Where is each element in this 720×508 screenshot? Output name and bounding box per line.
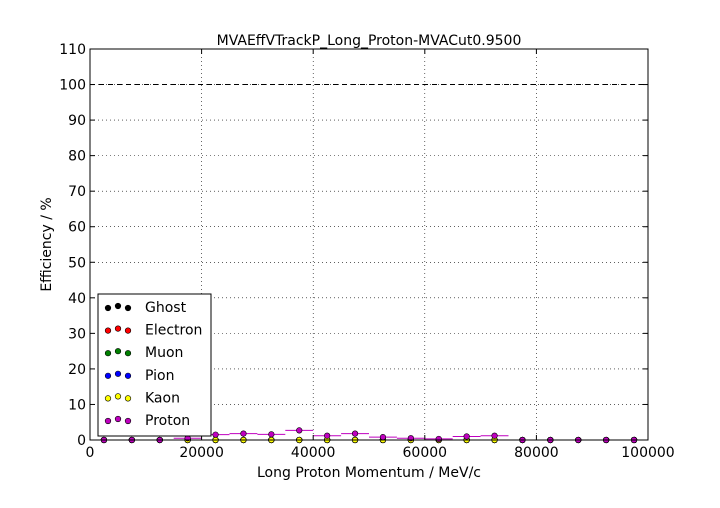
plot-frame: [89, 48, 649, 441]
y-tick-label: 40: [68, 291, 86, 307]
legend-marker: [114, 325, 122, 332]
legend-marker: [114, 370, 122, 377]
legend-item-proton: Proton: [104, 413, 190, 429]
x-tick-label: 80000: [514, 445, 559, 461]
y-tick-label: 30: [68, 326, 86, 342]
legend-marker: [104, 372, 112, 379]
legend: Ghost Electron Muon Pion Kaon Proton: [97, 293, 212, 437]
y-tick-label: 70: [68, 184, 86, 200]
legend-marker: [104, 417, 112, 425]
x-axis-label: Long Proton Momentum / MeV/c: [257, 465, 481, 481]
y-tick-label: 50: [68, 255, 86, 271]
y-tick-label: 100: [59, 78, 86, 94]
legend-label: Ghost: [145, 300, 187, 316]
y-tick-label: 20: [68, 362, 86, 378]
legend-marker: [124, 417, 132, 425]
data-point: [463, 433, 470, 440]
y-tick-label: 10: [68, 397, 86, 413]
legend-box: [97, 293, 212, 437]
legend-label: Kaon: [145, 390, 180, 406]
y-tick-label: 60: [68, 220, 86, 236]
chart-title: MVAEffVTrackP_Long_Proton-MVACut0.9500: [217, 33, 522, 49]
legend-label: Proton: [145, 413, 190, 429]
data-point: [324, 432, 331, 439]
x-tick-label: 60000: [403, 445, 448, 461]
data-point: [435, 435, 442, 443]
legend-marker: [104, 304, 112, 312]
legend-marker: [124, 350, 132, 357]
legend-item-muon: Muon: [104, 345, 183, 361]
legend-item-electron: Electron: [104, 323, 202, 339]
data-point: [379, 434, 387, 441]
legend-marker: [124, 395, 132, 402]
x-tick-label: 0: [86, 445, 95, 461]
legend-marker: [104, 395, 112, 402]
x-tick-label: 100000: [621, 445, 674, 461]
legend-marker: [124, 304, 132, 312]
data-point: [268, 431, 275, 438]
legend-marker: [104, 350, 112, 357]
legend-marker: [124, 372, 132, 379]
legend-item-kaon: Kaon: [104, 390, 180, 406]
legend-marker: [124, 327, 132, 334]
y-tick-label: 0: [77, 433, 86, 449]
legend-marker: [114, 415, 122, 423]
legend-marker: [114, 348, 122, 355]
data-point: [296, 427, 303, 434]
legend-marker: [114, 393, 122, 400]
data-point: [491, 432, 498, 439]
y-tick-label: 90: [68, 113, 86, 129]
data-point: [240, 430, 247, 437]
legend-label: Electron: [145, 323, 202, 339]
x-tick-label: 40000: [291, 445, 336, 461]
legend-marker: [104, 327, 112, 334]
y-tick-label: 110: [59, 42, 86, 58]
y-axis-label: Efficiency / %: [39, 197, 55, 291]
data-point: [212, 431, 219, 438]
legend-item-ghost: Ghost: [104, 300, 187, 316]
legend-item-pion: Pion: [104, 368, 174, 384]
data-point: [351, 430, 359, 437]
axis-ticks: 0 20000 40000 60000 80000 100000 0 10 20 30 40 50 60…: [59, 42, 674, 461]
legend-label: Muon: [145, 345, 183, 361]
x-tick-label: 20000: [179, 445, 224, 461]
legend-marker: [114, 302, 122, 310]
y-tick-label: 80: [68, 149, 86, 165]
legend-label: Pion: [145, 368, 174, 384]
